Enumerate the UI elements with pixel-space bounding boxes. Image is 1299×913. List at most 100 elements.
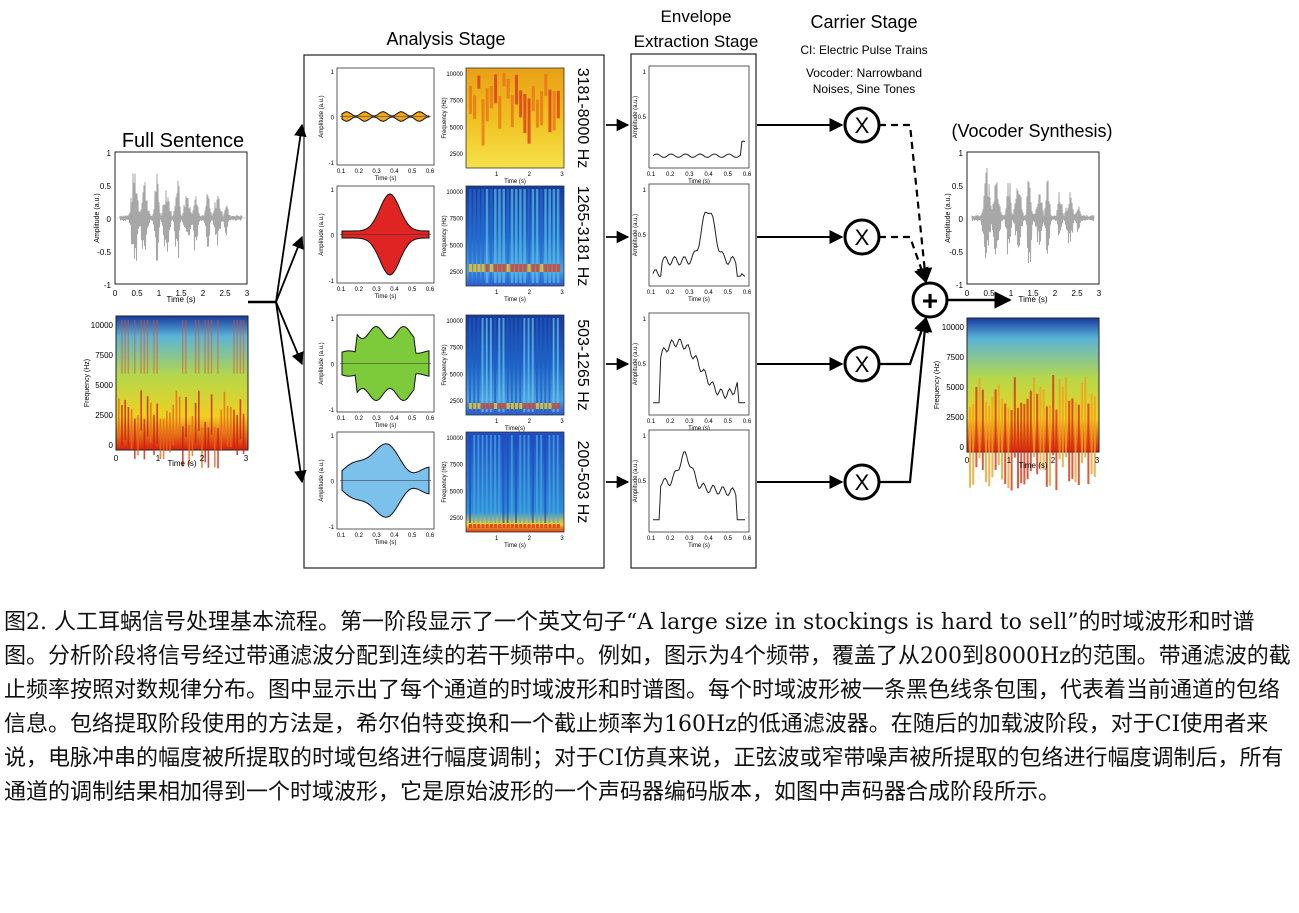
amp-tick: -1 <box>956 281 964 290</box>
amp-tick: -1 <box>329 408 335 414</box>
fan-arrow-4 <box>275 301 307 484</box>
time-tick: 0.5 <box>724 290 733 296</box>
freq-tick: 2500 <box>946 413 964 422</box>
time-tick: 0.4 <box>704 419 713 425</box>
time-tick: 0.5 <box>724 536 733 542</box>
freq-tick: 10000 <box>91 321 114 330</box>
band-spectrogram-xlabel: Time (s) <box>504 179 526 185</box>
band-spectrogram-ylabel: Frequency (Hz) <box>442 461 448 502</box>
carrier-to-sum-arrow <box>879 123 933 284</box>
time-tick: 3 <box>1095 456 1100 465</box>
envelope-stage-box <box>630 53 757 569</box>
amp-tick: 1 <box>643 70 647 76</box>
time-tick: 1.5 <box>1027 289 1039 298</box>
envelope-row-3: Amplitude (a.u.) 1 0.5 0.1 0.2 0.3 0.4 0.5 0.6 Ti… <box>633 312 752 432</box>
envelope-ylabel: Amplitude (a.u.) <box>633 343 639 385</box>
time-tick: 0.4 <box>390 533 399 539</box>
freq-tick: 7500 <box>450 217 464 223</box>
band-waveform-ylabel: Amplitude (a.u.) <box>319 459 325 501</box>
time-tick: 3 <box>244 454 249 463</box>
time-tick: 0.2 <box>355 416 364 422</box>
band-spectrogram-xlabel: Time (s) <box>504 297 526 303</box>
multiply-symbol: X <box>855 113 870 138</box>
carrier-row-3: X <box>757 316 929 383</box>
amp-tick: 0.5 <box>100 182 112 191</box>
freq-tick: 7500 <box>95 351 113 360</box>
freq-tick: 2500 <box>95 411 113 420</box>
time-tick: 0.2 <box>666 172 675 178</box>
envelope-ylabel: Amplitude (a.u.) <box>633 96 639 138</box>
band-label: 3181-8000 Hz <box>574 68 591 169</box>
amp-tick: -0.5 <box>949 248 963 257</box>
time-tick: 3 <box>245 289 250 298</box>
time-tick: 0.6 <box>426 533 435 539</box>
time-tick: 0.3 <box>372 533 381 539</box>
time-tick: 0.1 <box>647 536 656 542</box>
envelope-trace <box>653 451 745 521</box>
band-waveform-ylabel: Amplitude (a.u.) <box>319 342 325 384</box>
time-tick: 0.1 <box>337 533 346 539</box>
amp-tick: 0.5 <box>638 362 647 368</box>
full-waveform-xlabel: Time (s) <box>166 295 195 304</box>
time-tick: 0.5 <box>408 169 417 175</box>
freq-tick: 7500 <box>450 463 464 469</box>
carrier-row-2: X <box>757 218 929 284</box>
amp-tick: 0.5 <box>638 233 647 239</box>
amp-tick: 1 <box>331 434 335 440</box>
time-tick: 0.4 <box>390 287 399 293</box>
amp-tick: 1 <box>643 188 647 194</box>
band-row-1: Amplitude (a.u.) 1 0 -10.1 0.2 0.3 0.4 0.5 0.6 Ti… <box>319 67 630 185</box>
full-spectrogram-xlabel: Time (s) <box>167 459 196 468</box>
figure-caption: 图2. 人工耳蜗信号处理基本流程。第一阶段显示了一个英文句子“A large s… <box>4 610 1291 805</box>
time-tick: 3 <box>560 172 564 178</box>
time-tick: 2 <box>201 289 206 298</box>
time-tick: 1 <box>495 172 499 178</box>
time-tick: 1 <box>156 454 161 463</box>
processing-flow-figure: Full Sentence Analysis Stage Envelope Ex… <box>84 7 1113 569</box>
time-tick: 0.3 <box>685 172 694 178</box>
envelope-ylabel: Amplitude (a.u.) <box>633 214 639 256</box>
envelope-xlabel: Time (s) <box>688 543 710 549</box>
amp-tick: 0 <box>331 234 335 240</box>
envelope-xlabel: Time (s) <box>688 179 710 185</box>
time-tick: 0.1 <box>337 169 346 175</box>
multiply-symbol: X <box>855 225 870 250</box>
amp-tick: 1 <box>331 70 335 76</box>
freq-tick: 10000 <box>446 319 463 325</box>
time-tick: 0.4 <box>704 172 713 178</box>
time-tick: 0.1 <box>647 172 656 178</box>
freq-tick: 2500 <box>450 516 464 522</box>
analysis-stage-box <box>303 54 605 569</box>
freq-tick: 5000 <box>95 381 113 390</box>
envelope-stage-title-1: Envelope <box>661 7 732 26</box>
synthesis-waveform-ylabel: Amplitude (a.u.) <box>945 193 952 242</box>
band-row-2: Amplitude (a.u.) 1 0 -10.1 0.2 0.3 0.4 0.5 0.6 Ti… <box>319 185 630 303</box>
freq-tick: 7500 <box>450 346 464 352</box>
amp-tick: 1 <box>643 317 647 323</box>
envelope-frame <box>648 65 750 169</box>
full-waveform-plot: Amplitude (a.u.) Time (s) 1 0.5 0 -0.5 -1 0 0… <box>94 149 250 304</box>
full-spectrogram-ylabel: Frequency (Hz) <box>84 359 91 407</box>
time-tick: 1 <box>495 290 499 296</box>
band-label: 200-503 Hz <box>574 441 591 524</box>
amp-tick: 0.5 <box>638 479 647 485</box>
freq-tick: 7500 <box>450 99 464 105</box>
time-tick: 1 <box>1007 456 1012 465</box>
envelope-trace <box>652 211 746 277</box>
freq-tick: 10000 <box>446 190 463 196</box>
band-waveform-xlabel: Time (s) <box>375 540 397 546</box>
carrier-note-noises: Noises, Sine Tones <box>813 82 916 96</box>
carrier-note-ci: CI: Electric Pulse Trains <box>800 43 927 57</box>
band-row-3: Amplitude (a.u.) 1 0 -10.1 0.2 0.3 0.4 0.5 0.6 Ti… <box>319 314 630 432</box>
time-tick: 3 <box>560 536 564 542</box>
envelope-row-4: Amplitude (a.u.) 1 0.5 0.1 0.2 0.3 0.4 0.5 0.6 Ti… <box>633 429 752 549</box>
time-tick: 2.5 <box>219 289 231 298</box>
band-waveform-xlabel: Time (s) <box>375 176 397 182</box>
band-waveform-xlabel: Time (s) <box>375 294 397 300</box>
freq-tick: 10000 <box>446 72 463 78</box>
amp-tick: -1 <box>329 161 335 167</box>
time-tick: 0.1 <box>647 419 656 425</box>
time-tick: 0.4 <box>390 169 399 175</box>
time-tick: 0.2 <box>355 169 364 175</box>
time-tick: 0 <box>965 456 970 465</box>
